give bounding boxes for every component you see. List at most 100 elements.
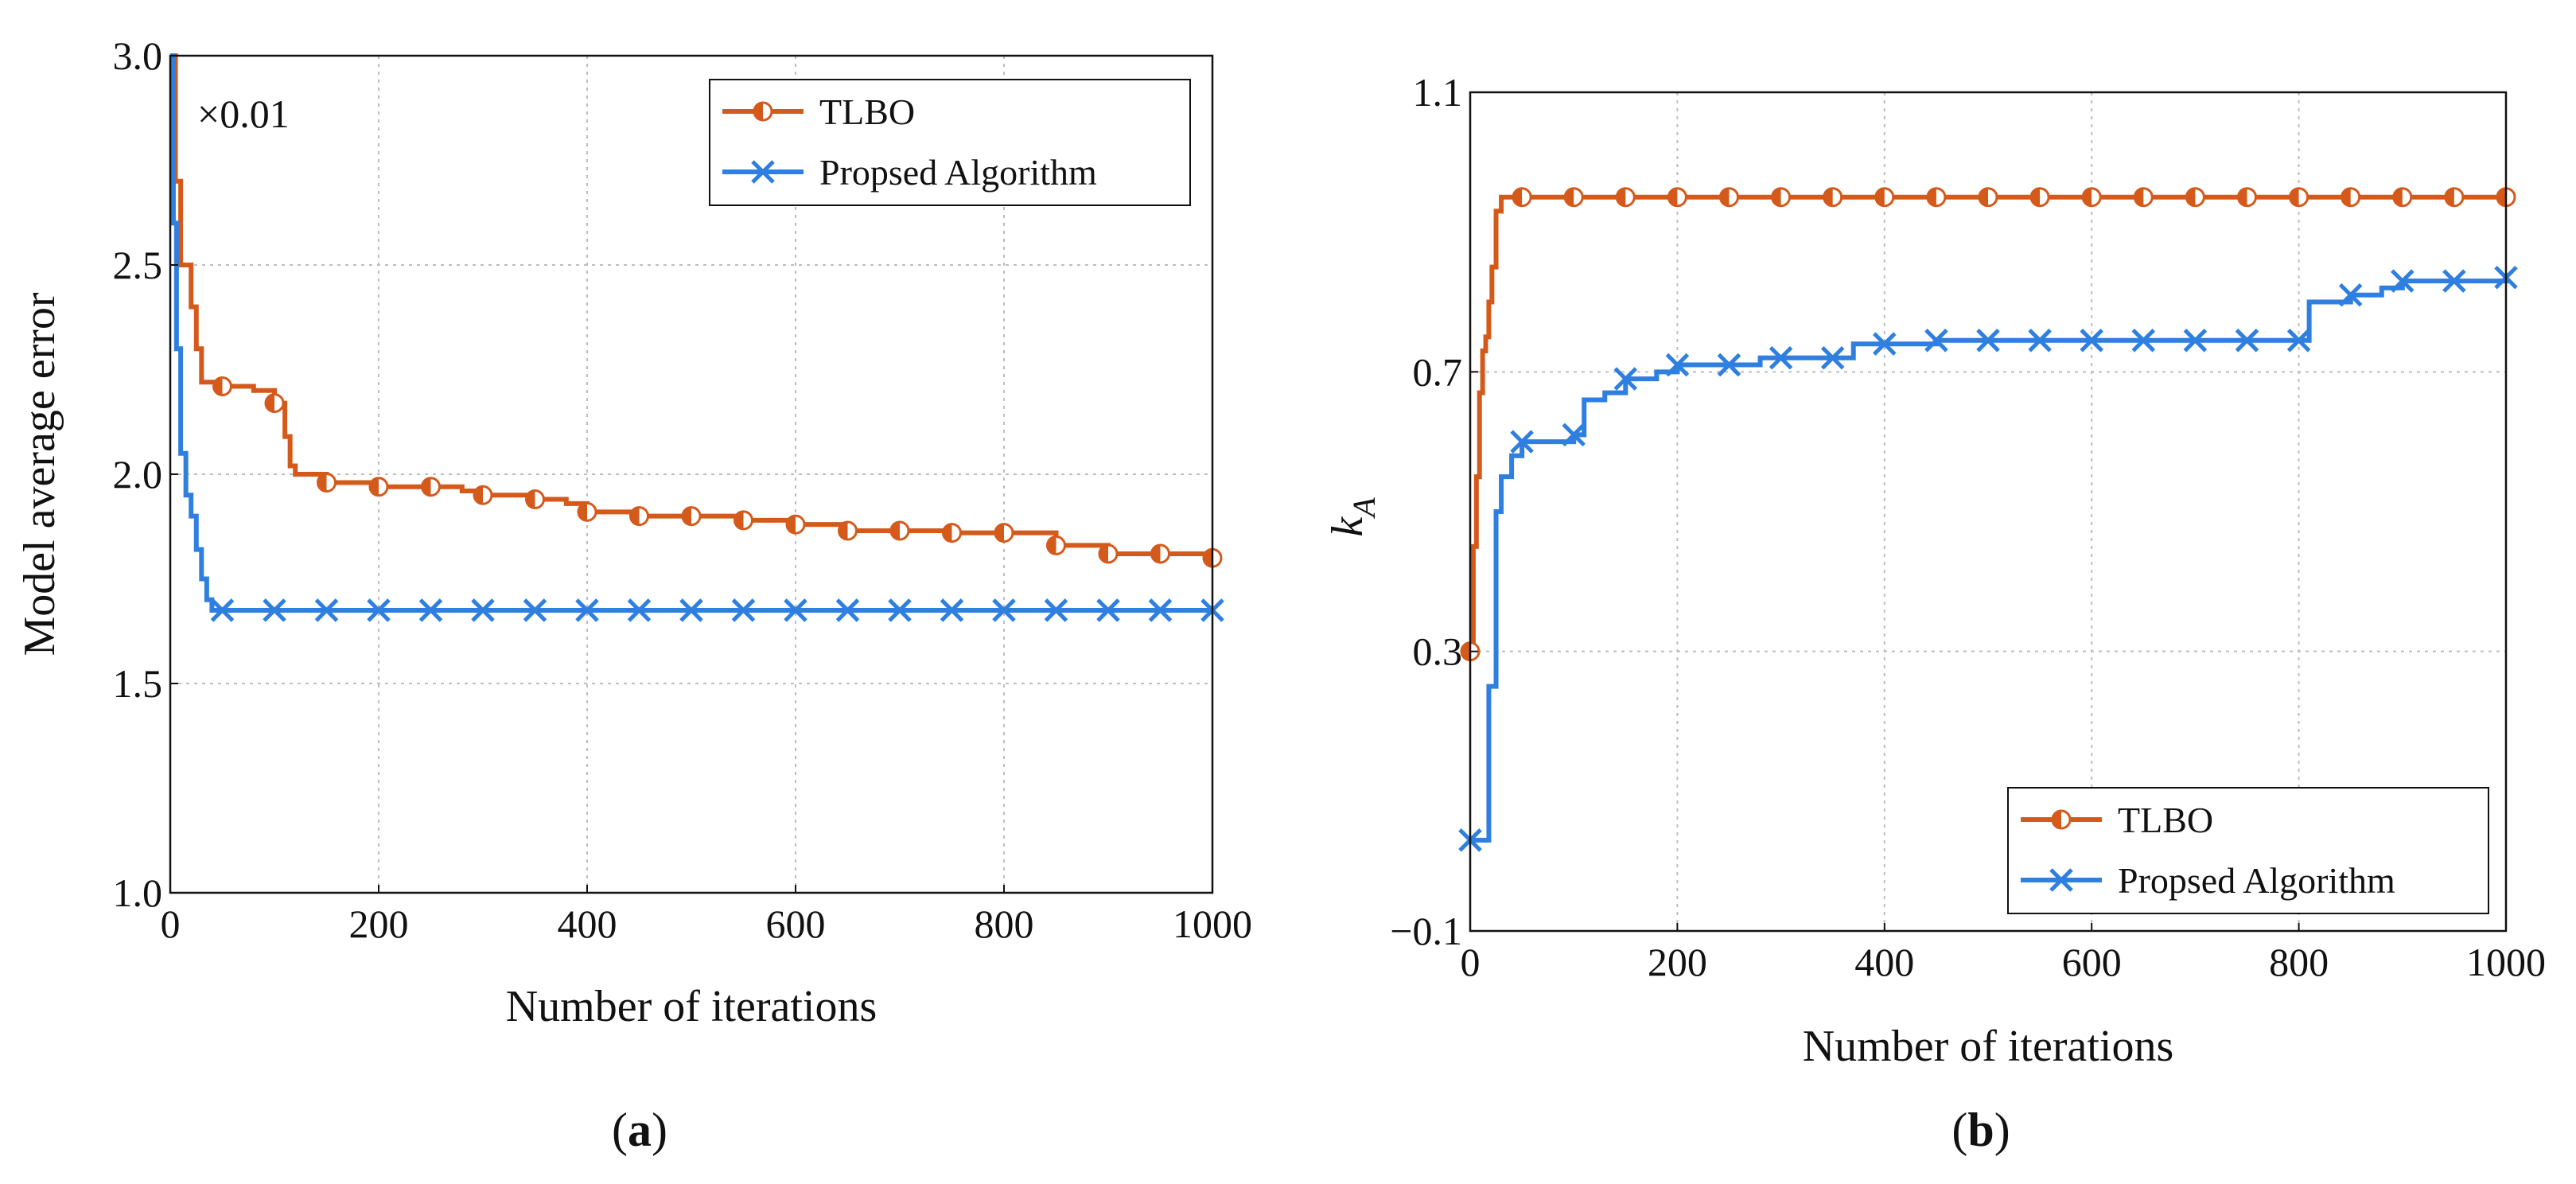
panel-b-series-tlbo-marker-14-half	[2186, 188, 2196, 206]
panel-a: 0 200 400 600 800 1000 1.01.52.02.53.0 ×0.01 …	[15, 33, 1252, 1156]
panel-b-series-proposed-marker-16-stroke-2	[2286, 329, 2311, 352]
panel-a-series-tlbo-marker-10-half	[734, 511, 744, 529]
panel-b-series-proposed-marker-7-stroke-2	[1820, 345, 1845, 370]
panel-a-series-proposed-marker-5-stroke-2	[471, 598, 495, 622]
panel-b-series-proposed-marker-14	[2183, 329, 2208, 352]
panel-b-series-tlbo-marker-0-half	[1461, 642, 1470, 660]
panel-a-series-proposed-marker-13	[888, 598, 912, 622]
panel-b-series-proposed-marker-2-stroke-2	[1562, 423, 1586, 447]
panel-a-series-tlbo-marker-3-half	[370, 477, 379, 496]
panel-b-legend-proposed-marker	[2049, 868, 2073, 892]
panel-b-yticks: −0.1 0.3 0.7 1.1	[1390, 70, 1478, 953]
panel-a-legend-tlbo-label: TLBO	[819, 92, 915, 132]
panel-b-series	[1458, 187, 2518, 852]
panel-b-series-tlbo-marker-2	[1563, 187, 1584, 208]
panel-b-series-tlbo-marker-15-half	[2238, 188, 2247, 206]
panel-b-legend-tlbo: TLBO	[2021, 800, 2213, 840]
panel-b-legend-box	[2007, 787, 2489, 914]
panel-a-series-proposed-marker-6	[523, 598, 547, 622]
panel-b-series-proposed-marker-3-stroke-2	[1613, 367, 1638, 391]
panel-a-scale-note: ×0.01	[197, 92, 290, 136]
panel-a-series-tlbo-marker-6-half	[526, 490, 535, 508]
panel-a-series-tlbo-marker-0-half	[213, 377, 223, 395]
panel-b-ytick-label-1: 0.3	[1413, 629, 1463, 674]
panel-a-legend-proposed-glyph-stroke-2	[751, 160, 775, 184]
panel-a-xtick-label-1: 200	[349, 902, 409, 946]
panel-a-legend-proposed-marker	[751, 160, 775, 184]
panel-b-xtick-label-2: 400	[1854, 940, 1914, 984]
panel-a-series-proposed-marker-5	[471, 598, 495, 622]
panel-a-series-tlbo-marker-14-half	[943, 524, 952, 542]
panel-b-xtick-label-5: 1000	[2466, 940, 2546, 984]
panel-b-series-tlbo-marker-20-half	[2497, 188, 2506, 206]
panel-a-xtick-label-3: 600	[766, 902, 826, 946]
panel-a-legend-tlbo-glyph-half	[754, 103, 763, 120]
panel-b: 0 200 400 600 800 1000 −0.1 0.3 0.7 1.1 Number o…	[1323, 70, 2546, 1156]
panel-b-series-proposed-marker-8	[1873, 332, 1897, 356]
panel-a-series-tlbo-marker-4	[421, 477, 441, 497]
panel-a-series-proposed-marker-1	[263, 598, 286, 622]
panel-b-series-tlbo-marker-7-half	[1823, 188, 1833, 206]
panel-b-series-proposed-marker-8-stroke-2	[1873, 332, 1897, 356]
panel-a-series-proposed-marker-17	[1096, 598, 1120, 622]
panel-b-series-tlbo-marker-16	[2289, 187, 2309, 208]
panel-b-series-tlbo-marker-18	[2392, 187, 2413, 208]
panel-a-series-tlbo-marker-17	[1098, 543, 1119, 564]
panel-a-series-tlbo-marker-13	[889, 520, 910, 541]
panel-a-series-proposed-marker-1-stroke-2	[263, 598, 286, 622]
panel-b-series-proposed-marker-9	[1924, 329, 1948, 352]
panel-a-series-tlbo-marker-17-half	[1099, 544, 1108, 563]
panel-b-legend-tlbo-label: TLBO	[2118, 800, 2213, 840]
panel-b-series-proposed-marker-2	[1562, 423, 1586, 447]
panel-a-ylabel: Model average error	[15, 292, 64, 656]
panel-b-series-tlbo-marker-3	[1615, 187, 1636, 208]
panel-a-series-tlbo-marker-3	[368, 477, 389, 497]
panel-b-ytick-label-3: 1.1	[1413, 70, 1463, 115]
panel-b-series-tlbo-marker-2-half	[1565, 188, 1574, 206]
panel-a-series-tlbo-marker-7-half	[578, 503, 587, 521]
panel-b-series-tlbo-marker-3-half	[1617, 188, 1626, 206]
panel-b-xticks: 0 200 400 600 800 1000	[1461, 923, 2546, 984]
panel-a-xtick-label-4: 800	[975, 902, 1034, 946]
panel-a-series-proposed-marker-2	[314, 598, 339, 622]
panel-a-series-tlbo-marker-2	[317, 473, 337, 493]
panel-a-series	[170, 53, 1224, 622]
panel-b-series-proposed-marker-4	[1665, 352, 1690, 377]
panel-a-series-tlbo-marker-11	[785, 514, 806, 535]
panel-b-series-tlbo-marker-6	[1771, 187, 1792, 208]
panel-b-series-proposed-marker-16	[2286, 329, 2311, 352]
panel-a-series-tlbo-marker-9-half	[683, 507, 691, 525]
panel-a-series-tlbo-marker-13-half	[891, 522, 900, 540]
panel-a-series-proposed-marker-8-stroke-2	[627, 598, 652, 622]
panel-b-series-tlbo-marker-5	[1719, 187, 1739, 208]
panel-b-series-tlbo-marker-16-half	[2290, 188, 2299, 206]
panel-b-series-tlbo-marker-11	[2029, 187, 2050, 208]
panel-b-series-tlbo-marker-17	[2341, 187, 2361, 208]
panel-a-series-proposed-marker-12	[835, 598, 860, 622]
panel-b-legend-tlbo-marker	[2051, 809, 2072, 830]
panel-a-legend: TLBO Propsed Algorithm	[709, 79, 1191, 206]
panel-b-series-tlbo-marker-8-half	[1875, 188, 1885, 206]
panel-b-series-proposed-marker-9-stroke-2	[1924, 329, 1948, 352]
panel-b-legend-proposed: Propsed Algorithm	[2021, 860, 2395, 901]
panel-a-xtick-label-5: 1000	[1173, 902, 1252, 946]
panel-b-series-tlbo-marker-10	[1978, 187, 1998, 208]
panel-a-legend-box	[709, 79, 1191, 206]
panel-b-series-proposed-marker-13	[2131, 329, 2156, 352]
panel-b-legend: TLBO Propsed Algorithm	[2007, 787, 2489, 914]
panel-b-series-tlbo-marker-12	[2081, 187, 2102, 208]
panel-b-series-proposed-marker-18-stroke-2	[2391, 269, 2415, 293]
panel-a-series-proposed-marker-13-stroke-2	[888, 598, 912, 622]
panel-b-series-tlbo-marker-17-half	[2341, 188, 2351, 206]
panel-a-series-tlbo-marker-14	[942, 523, 962, 543]
panel-b-xtick-label-4: 800	[2269, 940, 2329, 984]
panel-b-series-proposed-marker-12-stroke-2	[2080, 329, 2103, 352]
panel-a-series-tlbo-marker-5	[473, 485, 493, 505]
panel-b-series-proposed-marker-15	[2235, 329, 2259, 352]
panel-b-series-proposed-marker-6	[1769, 345, 1793, 370]
panel-b-legend-proposed-label: Propsed Algorithm	[2118, 860, 2395, 901]
panel-a-legend-tlbo-glyph	[753, 101, 773, 122]
panel-b-series-tlbo-marker-15	[2237, 187, 2257, 208]
panel-a-series-tlbo-line	[170, 53, 1215, 559]
